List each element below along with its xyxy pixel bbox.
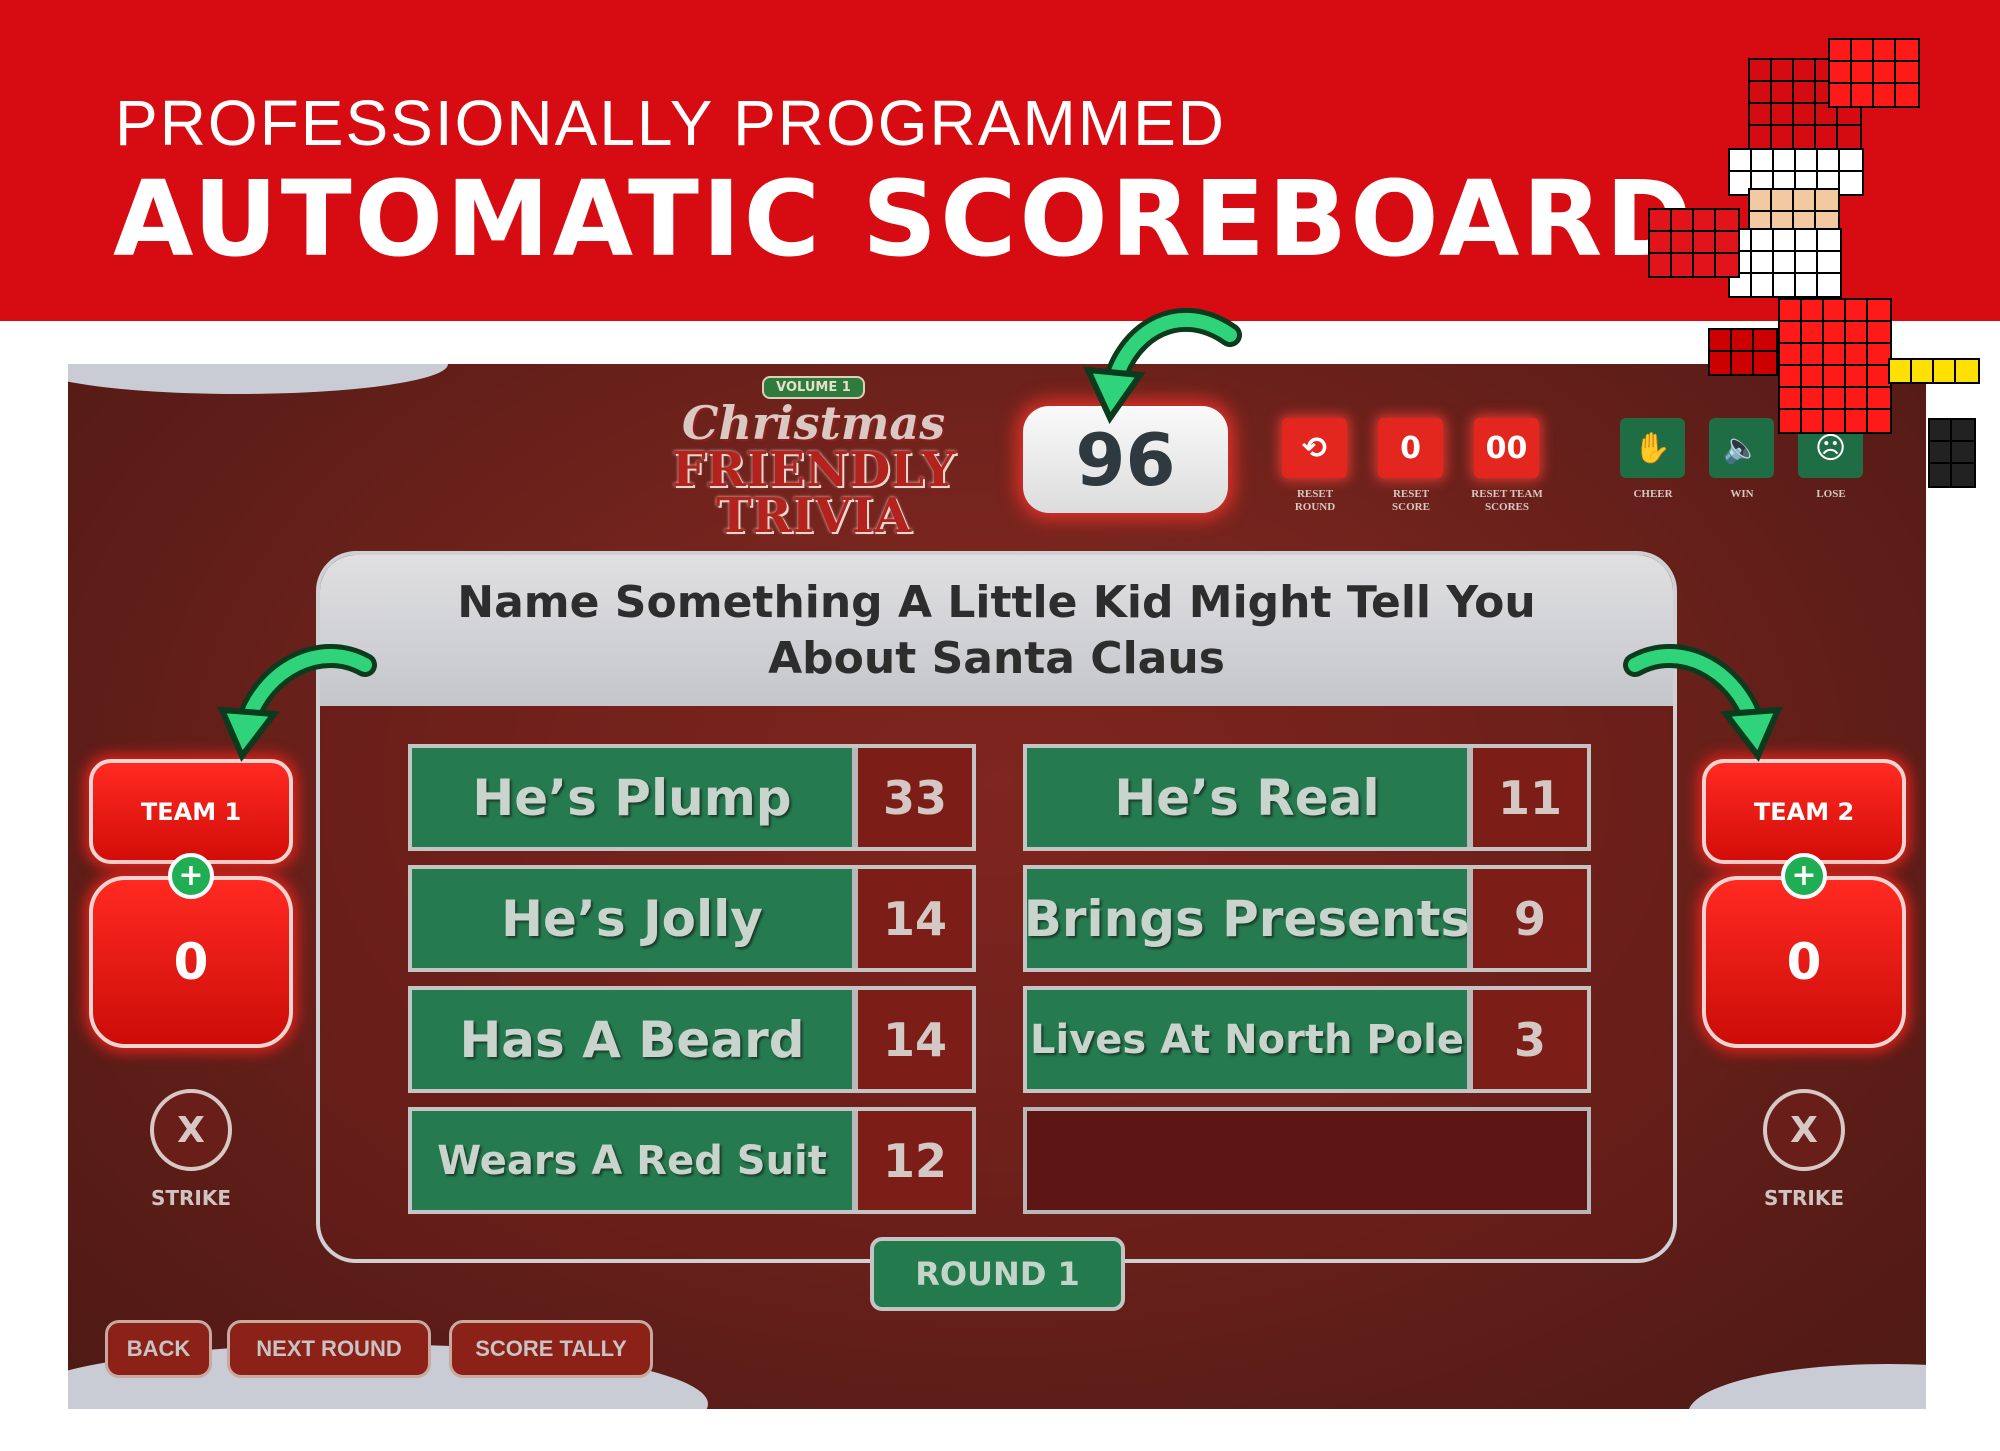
add-points-button[interactable]: + [168,853,214,899]
cheer-icon: ✋ [1633,430,1672,466]
plus-icon: + [178,858,204,893]
answer-slot[interactable]: He’s Plump 33 [408,744,976,851]
control-label: RESET TEAM SCORES [1471,488,1543,513]
question-text: Name Something A Little Kid Might Tell Y… [320,555,1673,706]
strike-button[interactable]: X [150,1089,232,1171]
answer-points: 14 [858,990,972,1089]
banner-title: AUTOMATIC SCOREBOARD [113,158,1695,280]
plus-icon: + [1791,858,1817,893]
reset-score-icon: 0 [1400,430,1421,466]
team-name[interactable]: TEAM 1 [89,759,293,864]
team-score: 0 [1702,876,1906,1048]
reset-round-button[interactable]: ⟲ [1282,418,1347,478]
control-label: RESET SCORE [1392,488,1430,513]
reset-team-scores-icon: 00 [1485,430,1528,466]
answer-slot-empty [1023,1107,1591,1214]
team-2-panel: TEAM 2 0 [1702,759,1906,1048]
answer-text: Has A Beard [412,990,852,1089]
answer-slot[interactable]: Wears A Red Suit 12 [408,1107,976,1214]
answer-points: 14 [858,869,972,968]
answer-slot[interactable]: Has A Beard 14 [408,986,976,1093]
control-label: WIN [1730,488,1754,500]
control-label: CHEER [1633,488,1673,500]
score-tally-button[interactable]: SCORE TALLY [449,1320,653,1378]
game-board: VOLUME 1 Christmas FRIENDLY TRIVIA 96 ⟲ … [68,364,1926,1409]
reset-score-button[interactable]: 0 [1378,418,1443,478]
answer-text: He’s Jolly [412,869,852,968]
answer-text: He’s Real [1027,748,1467,847]
reset-round-icon: ⟲ [1301,430,1328,466]
answer-points: 12 [858,1111,972,1210]
answer-slot[interactable]: He’s Real 11 [1023,744,1591,851]
strike-label: STRIKE [150,1186,232,1210]
team-score: 0 [89,876,293,1048]
banner-subtitle: PROFESSIONALLY PROGRAMMED [115,87,1226,159]
answer-points: 33 [858,748,972,847]
round-indicator[interactable]: ROUND 1 [870,1237,1125,1311]
strike-button[interactable]: X [1763,1089,1845,1171]
lose-icon: ☹ [1814,430,1847,466]
answer-slot[interactable]: Lives At North Pole 3 [1023,986,1591,1093]
control-label: RESET ROUND [1294,488,1336,513]
reset-team-scores-button[interactable]: 00 [1474,418,1539,478]
answer-text: Lives At North Pole [1027,990,1467,1089]
back-button[interactable]: BACK [105,1320,212,1378]
logo-line1: Christmas [681,396,946,450]
control-label: LOSE [1816,488,1846,500]
logo-line3: TRIVIA [716,488,911,544]
timer-display: 96 [1023,406,1228,513]
answer-points: 3 [1473,990,1587,1089]
cheer-button[interactable]: ✋ [1620,418,1685,478]
answer-slot[interactable]: Brings Presents 9 [1023,865,1591,972]
answer-text: Wears A Red Suit [412,1111,852,1210]
team-1-panel: TEAM 1 0 [89,759,293,1048]
game-logo: VOLUME 1 Christmas FRIENDLY TRIVIA [657,376,970,544]
answer-text: He’s Plump [412,748,852,847]
answer-points: 11 [1473,748,1587,847]
logo-volume: VOLUME 1 [762,376,865,399]
answer-text: Brings Presents [1027,869,1467,968]
answer-slot[interactable]: He’s Jolly 14 [408,865,976,972]
logo-line2: FRIENDLY [671,442,956,498]
win-button[interactable]: 🔈 [1709,418,1774,478]
question-line2: About Santa Claus [768,632,1225,684]
win-icon: 🔈 [1722,430,1761,466]
add-points-button[interactable]: + [1781,853,1827,899]
answer-points: 9 [1473,869,1587,968]
next-round-button[interactable]: NEXT ROUND [227,1320,431,1378]
strike-label: STRIKE [1763,1186,1845,1210]
pixel-santa-illustration [1630,0,2000,570]
question-line1: Name Something A Little Kid Might Tell Y… [457,576,1536,628]
